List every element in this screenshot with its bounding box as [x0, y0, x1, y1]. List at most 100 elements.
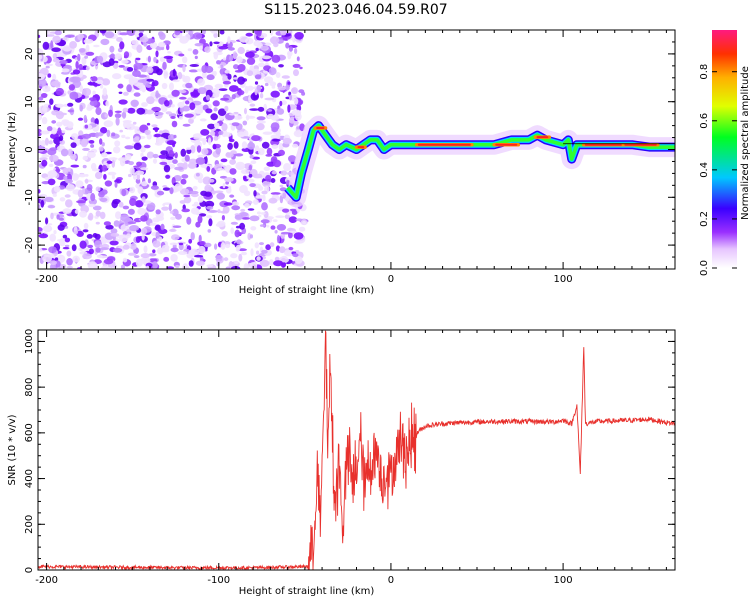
- noise-blob: [266, 224, 270, 228]
- noise-blob: [270, 178, 276, 183]
- noise-blob: [46, 126, 53, 132]
- noise-blob: [285, 85, 290, 91]
- noise-blob: [157, 247, 164, 255]
- noise-blob: [38, 204, 41, 209]
- noise-blob: [40, 199, 45, 208]
- noise-blob: [270, 122, 280, 131]
- noise-blob: [70, 154, 77, 160]
- noise-blob: [83, 222, 89, 230]
- noise-blob: [146, 122, 151, 126]
- top-xtick-label: -100: [207, 274, 230, 285]
- noise-blob: [38, 113, 43, 121]
- noise-blob: [143, 200, 152, 204]
- noise-blob: [293, 69, 299, 77]
- noise-blob: [169, 242, 178, 246]
- noise-blob: [135, 170, 145, 176]
- noise-blob: [258, 214, 262, 218]
- noise-blob: [64, 237, 71, 243]
- noise-blob: [280, 170, 288, 176]
- noise-blob: [209, 210, 219, 213]
- noise-blob: [288, 230, 298, 233]
- top-xtick-label: 100: [554, 274, 573, 285]
- noise-blob: [141, 156, 148, 161]
- noise-blob: [169, 187, 174, 195]
- noise-blob: [237, 131, 246, 138]
- noise-blob: [193, 136, 201, 140]
- noise-blob: [242, 120, 248, 126]
- noise-blob: [162, 61, 167, 70]
- noise-blob: [288, 116, 296, 124]
- noise-blob: [153, 56, 157, 63]
- noise-blob: [156, 68, 163, 76]
- noise-blob: [258, 62, 265, 68]
- noise-blob: [220, 242, 226, 250]
- noise-blob: [140, 145, 146, 153]
- noise-blob: [105, 224, 114, 230]
- noise-blob: [288, 246, 294, 251]
- noise-blob: [169, 82, 174, 91]
- noise-blob: [137, 186, 144, 195]
- noise-blob: [140, 152, 144, 158]
- noise-blob: [81, 56, 87, 66]
- noise-blob: [263, 103, 268, 112]
- noise-blob: [109, 240, 119, 246]
- noise-blob: [150, 185, 159, 190]
- noise-blob: [50, 127, 58, 135]
- noise-blob: [273, 116, 280, 120]
- noise-blob: [293, 97, 299, 105]
- noise-blob: [150, 39, 155, 44]
- noise-blob: [197, 104, 205, 112]
- colorbar: 0.0 0.2 0.4 0.6 0.8 Normalized spectral ampli…: [699, 30, 750, 276]
- noise-blob: [170, 116, 176, 119]
- noise-blob: [128, 252, 137, 256]
- noise-blob: [95, 247, 101, 253]
- noise-blob: [170, 229, 175, 232]
- noise-blob: [292, 253, 299, 258]
- noise-blob: [70, 164, 80, 168]
- noise-blob: [288, 155, 297, 163]
- noise-blob: [251, 135, 261, 142]
- noise-blob: [256, 116, 266, 121]
- noise-blob: [57, 239, 63, 242]
- noise-blob: [259, 259, 270, 267]
- noise-blob: [240, 169, 251, 175]
- noise-blob: [67, 148, 73, 157]
- noise-blob: [121, 134, 126, 139]
- noise-blob: [261, 190, 268, 195]
- noise-blob: [185, 100, 190, 105]
- noise-blob: [141, 227, 148, 235]
- noise-blob: [224, 177, 234, 183]
- noise-blob: [51, 110, 60, 116]
- noise-blob: [57, 224, 65, 231]
- noise-blob: [259, 92, 264, 99]
- noise-blob: [126, 67, 134, 72]
- noise-blob: [256, 211, 261, 215]
- noise-blob: [131, 39, 139, 45]
- noise-blob: [146, 67, 154, 74]
- noise-blob: [101, 189, 108, 195]
- noise-blob: [82, 253, 92, 260]
- noise-blob: [195, 260, 205, 266]
- noise-blob: [192, 32, 203, 40]
- noise-blob: [172, 159, 178, 165]
- noise-blob: [141, 233, 145, 241]
- noise-blob: [146, 96, 155, 105]
- noise-blob: [50, 40, 54, 49]
- noise-blob: [76, 230, 84, 237]
- noise-blob: [83, 38, 94, 44]
- noise-blob: [152, 158, 158, 164]
- noise-blob: [291, 87, 298, 95]
- noise-blob: [219, 30, 225, 35]
- noise-blob: [88, 203, 96, 208]
- noise-blob: [197, 87, 207, 95]
- noise-blob: [294, 112, 302, 121]
- noise-blob: [83, 114, 88, 123]
- noise-blob: [218, 88, 228, 91]
- noise-blob: [206, 166, 211, 172]
- noise-blob: [260, 212, 266, 215]
- noise-blob: [181, 208, 190, 213]
- noise-blob: [61, 71, 70, 75]
- noise-blob: [47, 73, 52, 78]
- noise-blob: [145, 265, 150, 269]
- noise-blob: [197, 178, 204, 184]
